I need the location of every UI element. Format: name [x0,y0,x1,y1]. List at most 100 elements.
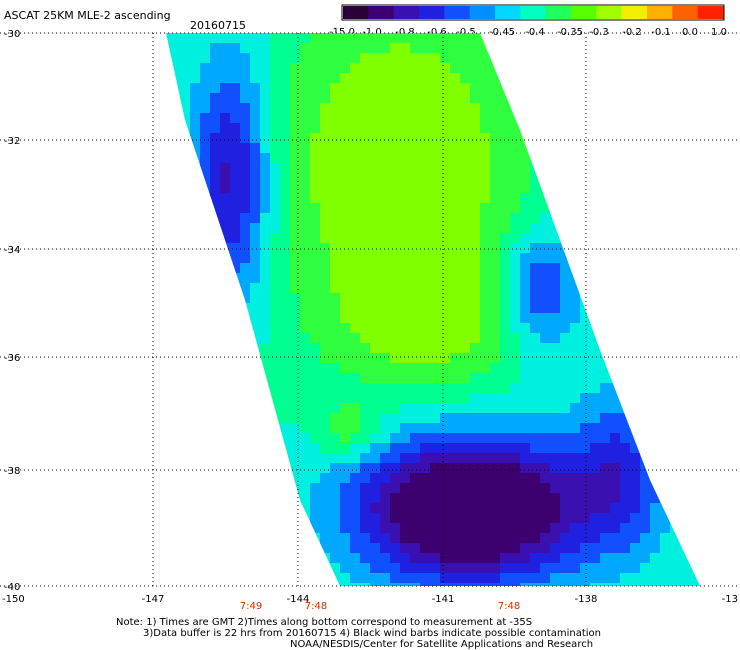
swath-cell [610,393,621,404]
swath-cell [660,513,671,524]
swath-cell [350,333,361,344]
swath-cell [290,213,301,224]
swath-cell [580,293,591,304]
swath-cell [640,53,651,64]
swath-cell [640,183,651,194]
swath-cell [430,193,441,204]
swath-cell [640,223,651,234]
swath-cell [500,53,511,64]
swath-cell [330,53,341,64]
swath-cell [166,143,171,154]
swath-cell [530,83,541,94]
swath-cell [260,293,271,304]
swath-cell [310,393,321,404]
swath-cell [660,343,671,354]
swath-cell [240,363,251,374]
swath-cell [480,203,491,214]
swath-cell [280,483,291,494]
swath-cell [480,363,491,374]
swath-cell [650,133,661,144]
swath-cell [470,383,481,394]
swath-cell [350,273,361,284]
swath-cell [170,553,181,564]
swath-cell [300,153,311,164]
swath-cell [670,273,681,284]
swath-cell [700,273,711,284]
swath-cell [330,33,341,44]
swath-cell [420,143,431,154]
swath-cell [320,63,331,74]
swath-cell [250,123,261,134]
swath-cell [540,43,551,54]
swath-cell [530,413,541,424]
swath-cell [370,333,381,344]
swath-cell [440,443,451,454]
swath-cell [670,433,681,444]
swath-cell [520,483,531,494]
swath-cell [470,263,481,274]
swath-cell [620,203,631,214]
swath-cell [610,123,621,134]
swath-cell [600,163,611,174]
swath-cell [300,63,311,74]
swath-cell [280,113,291,124]
swath-cell [480,153,491,164]
swath-cell [440,483,451,494]
swath-cell [520,233,531,244]
swath-cell [480,173,491,184]
swath-cell [570,233,581,244]
swath-cell [510,383,521,394]
swath-cell [570,523,581,534]
swath-cell [670,333,681,344]
swath-cell [580,213,591,224]
swath-cell [600,293,611,304]
swath-cell [530,303,541,314]
swath-cell [500,473,511,484]
swath-cell [320,163,331,174]
swath-cell [590,83,601,94]
swath-cell [340,203,351,214]
swath-cell [650,333,661,344]
swath-cell [330,493,341,504]
swath-cell [700,433,711,444]
swath-cell [300,263,311,274]
swath-cell [230,433,241,444]
swath-cell [180,533,191,544]
swath-cell [560,413,571,424]
swath-cell [190,63,201,74]
swath-cell [330,163,341,174]
swath-cell [460,153,471,164]
swath-cell [590,273,601,284]
swath-cell [210,493,221,504]
swath-cell [310,153,321,164]
swath-cell [270,473,281,484]
swath-cell [490,163,501,174]
swath-cell [610,333,621,344]
swath-cell [540,153,551,164]
swath-cell [350,213,361,224]
swath-cell [430,183,441,194]
swath-cell [490,543,501,554]
swath-cell [690,543,700,554]
swath-cell [370,483,381,494]
swath-cell [370,103,381,114]
swath-cell [290,423,301,434]
swath-cell [220,393,231,404]
swath-cell [200,363,211,374]
swath-cell [350,453,361,464]
swath-cell [680,103,691,114]
swath-cell [220,533,231,544]
swath-cell [350,543,361,554]
swath-cell [190,453,201,464]
swath-cell [590,123,601,134]
swath-cell [210,123,221,134]
swath-cell [330,473,341,484]
swath-cell [660,463,671,474]
swath-cell [660,183,671,194]
swath-cell [460,123,471,134]
swath-cell [590,223,601,234]
swath-cell [400,213,411,224]
swath-cell [180,493,191,504]
swath-cell [310,233,321,244]
swath-cell [550,53,561,64]
